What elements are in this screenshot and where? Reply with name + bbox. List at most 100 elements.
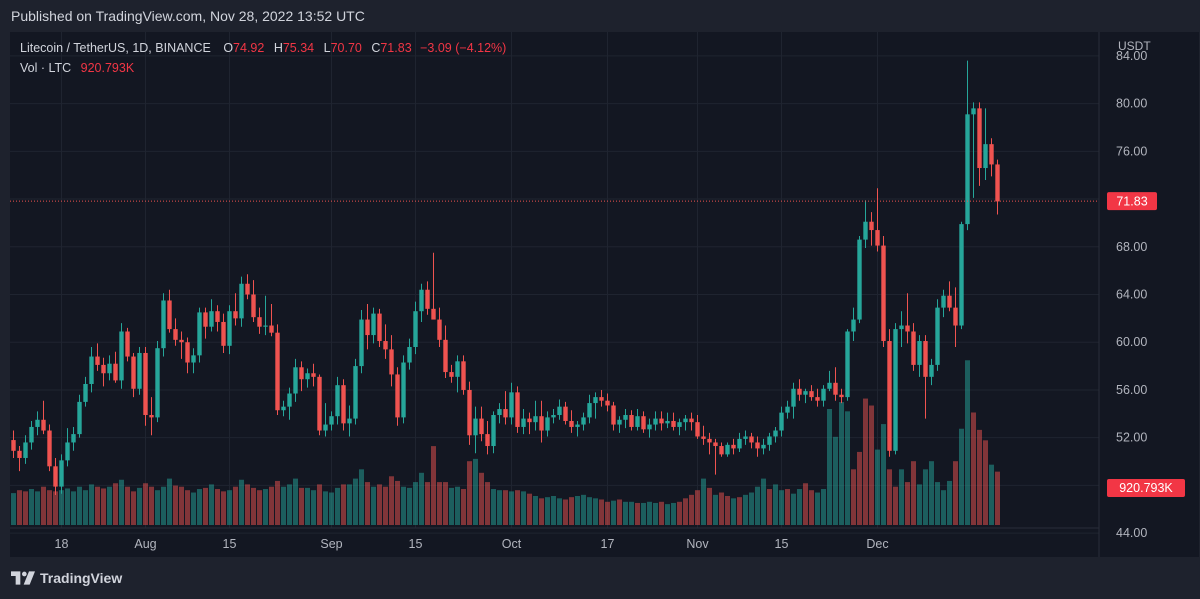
price-candles <box>11 60 1000 495</box>
candle-body <box>875 230 880 246</box>
last-price-badge: 71.83 <box>1107 192 1157 211</box>
volume-bar <box>455 486 460 525</box>
volume-bar <box>359 469 364 525</box>
ohlc-legend: Litecoin / TetherUS, 1D, BINANCE O74.92 … <box>20 41 506 55</box>
candle-body <box>47 430 52 467</box>
volume-bar <box>605 501 610 525</box>
volume-bar <box>71 491 76 525</box>
volume-label[interactable]: Vol · LTC <box>20 61 72 75</box>
candle-body <box>857 239 862 320</box>
volume-bar <box>437 482 442 525</box>
candle-body <box>809 391 814 398</box>
candle-body <box>653 418 658 425</box>
candle-body <box>587 403 592 418</box>
volume-bar <box>557 498 562 525</box>
candle-body <box>311 373 316 377</box>
candle-body <box>731 444 736 449</box>
volume-bar <box>857 451 862 525</box>
candle-body <box>101 364 106 374</box>
candle-body <box>761 444 766 449</box>
candle-body <box>485 434 490 447</box>
candle-body <box>383 341 388 350</box>
candle-body <box>347 418 352 424</box>
volume-bar <box>599 499 604 525</box>
candle-body <box>245 283 250 295</box>
candle-body <box>41 419 46 431</box>
candle-body <box>695 422 700 437</box>
y-tick-label: 80.00 <box>1116 97 1147 111</box>
candle-body <box>95 356 100 365</box>
candlestick-chart[interactable]: USDT 44.0048.0052.0056.0060.0064.0068.00… <box>10 32 1199 557</box>
candle-body <box>527 418 532 423</box>
volume-bar <box>257 490 262 525</box>
volume-bar <box>299 487 304 525</box>
volume-bar <box>593 498 598 525</box>
volume-bar <box>491 489 496 525</box>
volume-bar <box>647 501 652 525</box>
x-tick-label: Dec <box>866 537 888 551</box>
candle-body <box>707 438 712 443</box>
volume-bar <box>563 499 568 525</box>
volume-bar <box>863 398 868 525</box>
volume-bar <box>449 487 454 525</box>
candle-body <box>395 374 400 418</box>
volume-bar <box>845 411 850 525</box>
volume-bar <box>941 490 946 525</box>
y-tick-label: 64.00 <box>1116 288 1147 302</box>
volume-bar <box>407 487 412 525</box>
volume-bar <box>461 489 466 525</box>
candle-body <box>437 319 442 340</box>
symbol-title[interactable]: Litecoin / TetherUS, 1D, BINANCE <box>20 41 211 55</box>
volume-bar <box>953 461 958 525</box>
volume-bar <box>23 491 28 525</box>
chart-panel[interactable]: USDT 44.0048.0052.0056.0060.0064.0068.00… <box>10 32 1199 557</box>
volume-bar <box>977 429 982 525</box>
candle-body <box>749 436 754 443</box>
volume-bar <box>839 402 844 525</box>
volume-bar <box>995 471 1000 525</box>
candle-body <box>899 325 904 330</box>
change-value: −3.09 (−4.12%) <box>420 41 507 55</box>
candle-body <box>815 397 820 401</box>
low-value: 70.70 <box>330 41 362 55</box>
volume-bar <box>965 360 970 525</box>
candle-body <box>17 450 22 458</box>
volume-bar <box>395 480 400 525</box>
volume-bar <box>791 493 796 525</box>
last-price-label: 71.83 <box>1116 195 1147 209</box>
volume-bar <box>581 494 586 525</box>
candle-body <box>83 383 88 402</box>
candle-body <box>983 144 988 169</box>
volume-bar <box>539 498 544 525</box>
candle-body <box>509 392 514 418</box>
candle-body <box>605 400 610 406</box>
candle-body <box>299 367 304 380</box>
volume-bar <box>677 501 682 525</box>
candle-body <box>893 329 898 451</box>
candle-body <box>107 363 112 374</box>
volume-bar <box>35 491 40 525</box>
volume-bar <box>419 472 424 525</box>
volume-bar <box>413 482 418 525</box>
price-axis[interactable]: USDT <box>10 32 1199 557</box>
candle-body <box>221 321 226 346</box>
tradingview-footer[interactable]: TradingView <box>11 570 122 586</box>
volume-bar <box>161 486 166 525</box>
volume-bar <box>197 489 202 525</box>
volume-bar <box>335 487 340 525</box>
volume-bar <box>371 486 376 525</box>
volume-legend: Vol · LTC 920.793K <box>20 61 134 75</box>
volume-bar <box>755 486 760 525</box>
candle-body <box>185 342 190 363</box>
volume-bar <box>47 490 52 525</box>
candle-body <box>611 405 616 425</box>
candle-body <box>179 339 184 343</box>
volume-bar <box>749 492 754 525</box>
volume-bar <box>989 464 994 525</box>
low-label: L <box>323 41 331 55</box>
volume-bar <box>719 492 724 525</box>
volume-bar <box>875 449 880 525</box>
volume-bar <box>737 497 742 525</box>
candle-body <box>11 440 16 451</box>
y-tick-label: 68.00 <box>1116 240 1147 254</box>
